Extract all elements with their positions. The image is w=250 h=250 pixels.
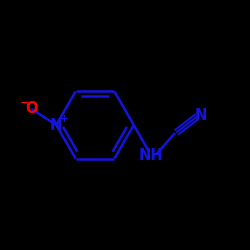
Text: −: − <box>20 98 29 108</box>
Text: N: N <box>194 108 207 122</box>
Text: +: + <box>60 114 68 124</box>
Text: NH: NH <box>139 148 164 162</box>
Text: N: N <box>50 118 62 132</box>
Text: O: O <box>25 101 38 116</box>
